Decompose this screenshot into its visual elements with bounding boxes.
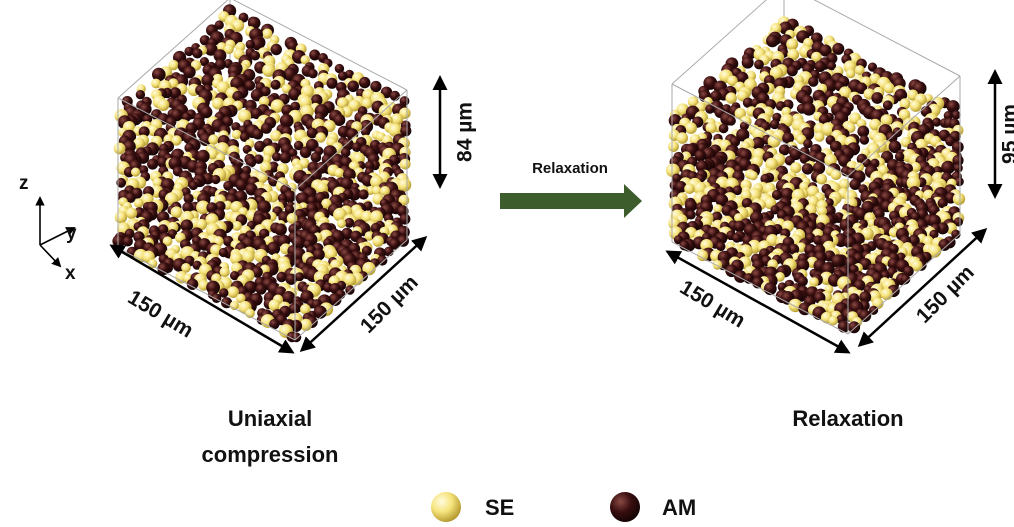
particle xyxy=(131,168,140,177)
particle xyxy=(271,80,281,90)
dim-label: 150 µm xyxy=(912,261,979,328)
particle xyxy=(390,91,400,101)
particle xyxy=(952,111,961,120)
particle xyxy=(327,78,338,89)
particle xyxy=(802,163,813,174)
legend-label: AM xyxy=(662,495,696,520)
particle xyxy=(219,248,228,257)
dim-label: 84 µm xyxy=(454,102,477,162)
particle xyxy=(910,100,922,112)
particle xyxy=(400,159,411,170)
particle xyxy=(713,260,723,270)
arrow-label: Relaxation xyxy=(532,160,608,177)
particle xyxy=(802,103,815,116)
particle xyxy=(271,44,282,55)
particle xyxy=(846,69,855,78)
particle xyxy=(115,211,127,223)
figure: z y x 150 µm 150 µm 84 µm 150 µm 150 µm … xyxy=(0,0,1014,527)
dim-label: 95 µm xyxy=(999,104,1014,164)
particle xyxy=(954,164,963,173)
legend: SE AM xyxy=(431,492,696,522)
dim-label: 150 µm xyxy=(124,286,197,343)
particle xyxy=(677,132,689,144)
particle xyxy=(787,65,798,76)
legend-swatch xyxy=(431,492,461,522)
particle xyxy=(685,122,697,134)
particle xyxy=(208,134,218,144)
particle xyxy=(184,47,193,56)
particle xyxy=(831,170,842,181)
particle xyxy=(275,223,287,235)
particle xyxy=(668,141,679,152)
particle xyxy=(192,48,202,58)
particle xyxy=(211,175,220,184)
particle xyxy=(832,43,844,55)
particle xyxy=(884,83,895,94)
particle xyxy=(134,198,144,208)
particle xyxy=(719,124,729,134)
particle xyxy=(686,210,695,219)
dim-label: 150 µm xyxy=(676,276,749,333)
y-label: y xyxy=(66,223,77,244)
particle xyxy=(808,77,818,87)
particle xyxy=(848,321,860,333)
particle xyxy=(359,189,369,199)
particle xyxy=(871,92,883,104)
particle xyxy=(147,159,158,170)
particle xyxy=(734,221,745,232)
particle xyxy=(246,40,255,49)
particle xyxy=(359,77,370,88)
x-label: x xyxy=(65,263,76,284)
particle xyxy=(372,236,383,247)
particle xyxy=(398,178,412,192)
legend-swatch xyxy=(610,492,640,522)
particle xyxy=(749,171,758,180)
particle xyxy=(308,69,318,79)
particle xyxy=(860,135,869,144)
particle xyxy=(300,147,312,159)
particle xyxy=(252,129,263,140)
legend-label: SE xyxy=(485,495,514,520)
particle xyxy=(337,219,346,228)
particle xyxy=(684,183,695,194)
particle xyxy=(953,193,965,205)
particle xyxy=(123,236,133,246)
particle xyxy=(727,116,736,125)
process-arrow xyxy=(500,184,642,218)
particle xyxy=(276,272,286,282)
particle xyxy=(292,332,302,342)
caption: Uniaxial xyxy=(228,406,312,431)
particle xyxy=(197,150,210,163)
particle xyxy=(220,267,230,277)
x-axis xyxy=(40,245,60,266)
particle xyxy=(311,152,322,163)
particle xyxy=(732,234,741,243)
particle xyxy=(786,38,798,50)
particle xyxy=(716,242,725,251)
cube xyxy=(666,0,965,334)
particle xyxy=(157,99,169,111)
particle xyxy=(726,92,737,103)
particle xyxy=(256,284,267,295)
z-label: z xyxy=(19,173,29,194)
caption: Relaxation xyxy=(792,406,903,431)
particle xyxy=(280,152,292,164)
particle xyxy=(171,206,183,218)
caption: compression xyxy=(202,442,339,467)
particle xyxy=(881,288,893,300)
particle xyxy=(815,132,825,142)
dim-label: 150 µm xyxy=(356,271,423,338)
particle xyxy=(189,181,198,190)
particle xyxy=(334,168,344,178)
particle xyxy=(766,35,779,48)
particle xyxy=(114,143,126,155)
particle xyxy=(883,100,893,110)
particle xyxy=(941,161,955,175)
particle xyxy=(212,293,222,303)
particle xyxy=(126,208,137,219)
